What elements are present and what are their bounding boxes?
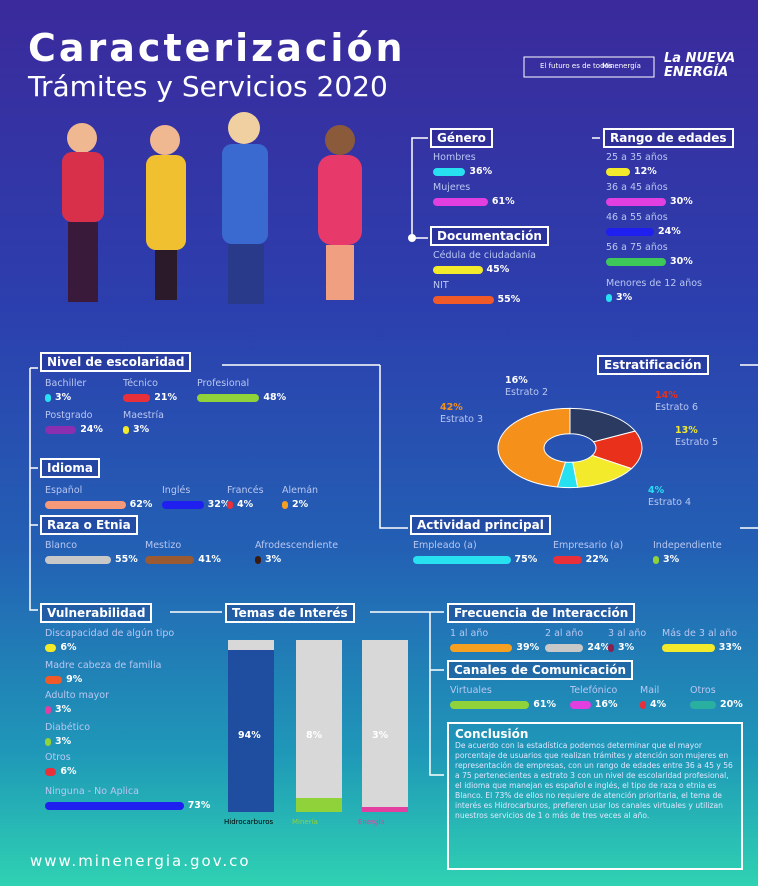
column-background	[362, 640, 408, 812]
slice-label: Estrato 4	[648, 497, 691, 508]
column-label: Energía	[358, 818, 385, 826]
column-value-label: 94%	[238, 730, 261, 741]
slice-value-label: 14%	[655, 390, 678, 401]
slice-label: Estrato 3	[440, 414, 483, 425]
column-label: Hidrocarburos	[224, 818, 273, 826]
slice-label: Estrato 6	[655, 402, 698, 413]
column-value-label: 8%	[306, 730, 322, 741]
column	[296, 798, 342, 812]
slice-label: Estrato 5	[675, 437, 718, 448]
column-background	[296, 640, 342, 812]
column	[362, 807, 408, 812]
column-label: Minería	[292, 818, 318, 826]
slice-value-label: 4%	[648, 485, 664, 496]
slice-label: Estrato 2	[505, 387, 548, 398]
slice-value-label: 16%	[505, 375, 528, 386]
slice-value-label: 13%	[675, 425, 698, 436]
infographic: Caracterización Trámites y Servicios 202…	[0, 0, 758, 886]
section-header: Temas de Interés	[225, 603, 355, 623]
donut-slice	[498, 408, 570, 487]
column-value-label: 3%	[372, 730, 388, 741]
slice-value-label: 42%	[440, 402, 463, 413]
